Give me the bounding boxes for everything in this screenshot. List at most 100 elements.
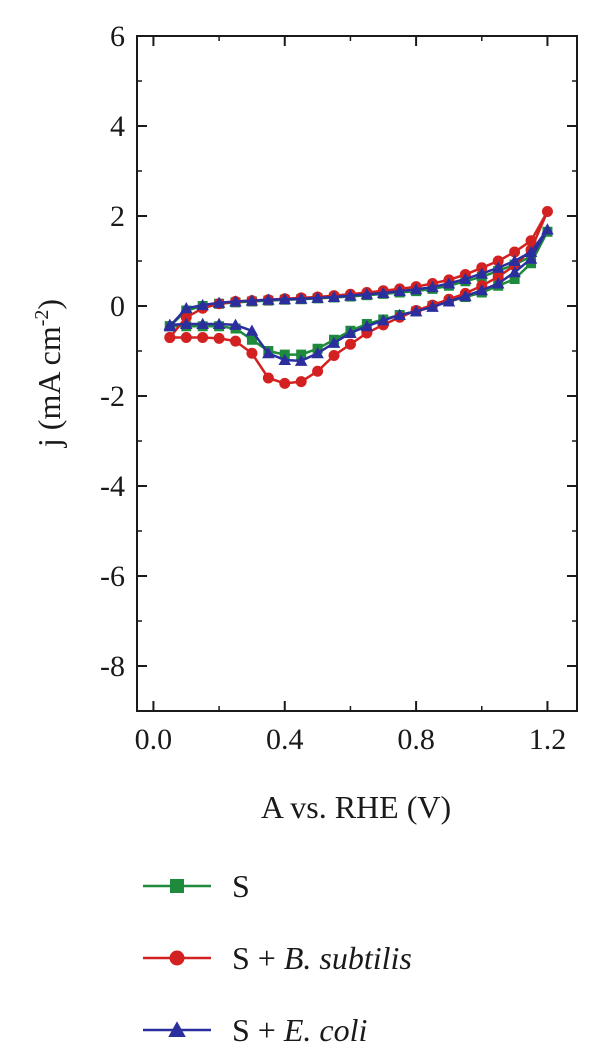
series-layer [163,206,554,389]
data-point [311,291,324,303]
data-point [492,271,504,283]
series-line [168,210,549,385]
data-point [229,295,242,307]
data-point [360,288,374,300]
data-point [360,320,374,332]
legend-label-part: S + [232,940,284,976]
data-point [541,223,554,235]
data-point [508,254,521,266]
y-tick-label: -2 [100,380,125,413]
data-point [180,311,192,323]
legend-marker [168,1021,186,1037]
legend-label-part: S + [232,1012,284,1048]
data-point [246,347,258,359]
series-3 [163,223,554,366]
data-point [212,317,226,329]
data-point [294,292,308,304]
data-point [245,324,259,336]
data-point [459,272,472,284]
data-point [377,286,390,298]
y-tick-label: -6 [100,560,125,593]
data-point [312,365,324,377]
data-point [230,335,242,347]
data-point [524,252,538,264]
data-point [509,274,520,284]
data-point [525,235,537,247]
data-point [475,284,489,296]
data-point [246,334,257,345]
data-point [164,332,176,343]
axis-labels: A vs. RHE (V) j (mA cm-2) [31,299,451,825]
data-point [508,266,521,278]
legend-label: S [232,868,250,904]
data-point [279,377,291,389]
y-axis-title-close: ) [31,299,67,310]
data-point [295,376,307,388]
data-point [311,347,324,359]
data-point [328,350,340,361]
legend-label-part: E. coli [283,1012,368,1048]
legend-marker [169,950,185,966]
data-point [442,277,456,289]
data-point [491,261,505,273]
legend-label: S + E. coli [232,1012,367,1048]
data-point [213,332,225,344]
data-point [278,353,292,365]
data-point [212,296,226,308]
data-point [491,277,505,289]
y-axis-title-superscript: -2 [31,310,53,327]
data-point [509,246,521,258]
data-point [344,326,357,338]
axes: 0.0 0.4 0.8 1.2 6 4 2 0 -2 -4 -6 -8 [100,20,578,756]
data-point [163,318,177,330]
y-tick-label: 4 [110,110,125,143]
data-point [278,293,292,305]
data-point [426,300,439,312]
legend-label-part: S [232,868,250,904]
data-point [262,293,275,305]
y-tick-label: 6 [110,20,125,53]
y-axis-title: j (mA cm-2) [31,299,67,448]
data-point [262,347,275,359]
data-point [409,283,423,295]
x-tick-label: 0.8 [397,723,435,756]
data-point [377,314,390,326]
x-tick-label: 0.0 [135,723,173,756]
legend-item: S + B. subtilis [143,940,412,976]
legend-label: S + B. subtilis [232,940,412,976]
data-point [180,332,192,343]
legend-item: S + E. coli [143,1012,367,1048]
x-axis-title: A vs. RHE (V) [261,789,451,825]
data-point [327,290,341,302]
y-tick-label: -4 [100,470,125,503]
data-point [262,372,274,384]
legend-marker [170,879,184,893]
data-point [344,289,357,301]
data-point [245,294,259,306]
series-2 [164,206,553,389]
data-point [197,332,209,343]
data-point [409,305,423,317]
data-point [296,349,307,360]
data-point [393,284,406,297]
y-tick-label: 2 [110,200,125,233]
data-point [180,302,193,314]
data-point [180,317,193,329]
data-point [393,308,406,320]
data-point [229,318,242,330]
x-tick-label: 1.2 [529,723,567,756]
data-point [294,354,308,366]
y-axis-title-main: j (mA cm [31,326,67,448]
data-point [442,295,456,307]
data-point [524,245,538,257]
data-point [327,336,341,348]
data-point [196,298,209,311]
data-point [541,206,553,217]
data-point [459,289,472,302]
data-point [426,280,439,293]
data-point [344,338,356,350]
legend-label-part: B. subtilis [284,940,412,976]
plot-frame [136,35,578,712]
